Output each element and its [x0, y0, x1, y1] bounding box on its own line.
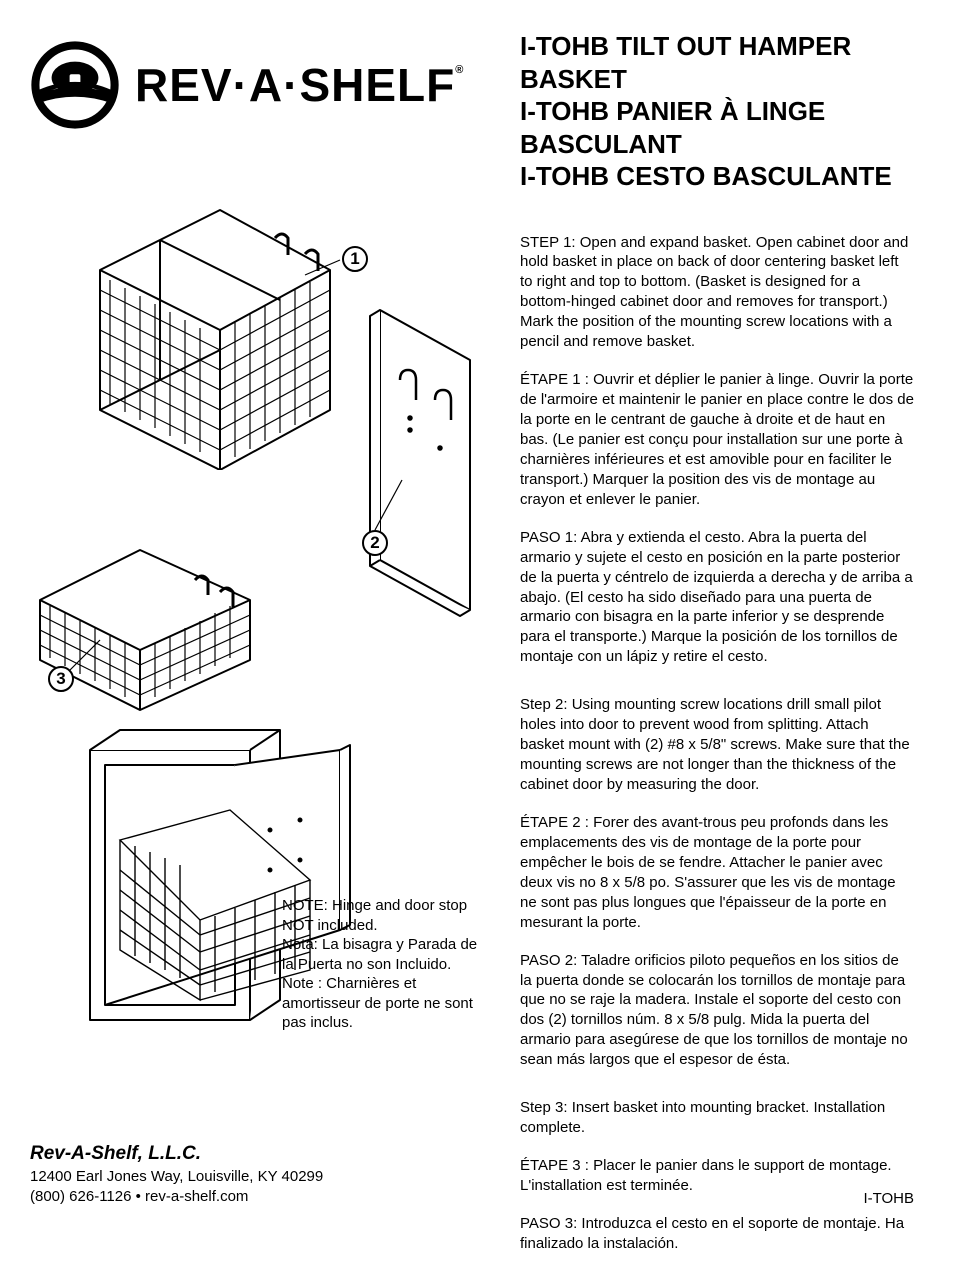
callout-1: 1	[342, 246, 368, 272]
brand-logo: REV·A·SHELF®	[30, 40, 490, 130]
step3-fr: ÉTAPE 3 : Placer le panier dans le suppo…	[520, 1156, 914, 1196]
logo-mark-icon	[30, 40, 120, 130]
step1-es: PASO 1: Abra y extienda el cesto. Abra l…	[520, 528, 914, 668]
company-name: Rev-A-Shelf, L.L.C.	[30, 1143, 323, 1165]
step3-en: Step 3: Insert basket into mounting brac…	[520, 1098, 914, 1138]
title-es: I-TOHB CESTO BASCULANTE	[520, 160, 914, 193]
title-fr: I-TOHB PANIER À LINGE BASCULANT	[520, 95, 914, 160]
step2-en: Step 2: Using mounting screw locations d…	[520, 695, 914, 795]
logo-wordmark: REV·A·SHELF®	[135, 58, 464, 112]
document-code: I-TOHB	[863, 1190, 914, 1207]
step2-es: PASO 2: Taladre orificios piloto pequeño…	[520, 951, 914, 1071]
step2-fr: ÉTAPE 2 : Forer des avant-trous peu prof…	[520, 813, 914, 933]
title-en: I-TOHB TILT OUT HAMPER BASKET	[520, 30, 914, 95]
note-fr: Note : Charnières et amortisseur de port…	[282, 974, 492, 1033]
brand-name: REV·A·SHELF	[135, 59, 455, 111]
step1-fr: ÉTAPE 1 : Ouvrir et déplier le panier à …	[520, 370, 914, 510]
diagram-area: 1 2 3 NOTE: Hinge and door stop NOT incl…	[30, 180, 490, 1050]
callout-2: 2	[362, 530, 388, 556]
step3-es: PASO 3: Introduzca el cesto en el soport…	[520, 1214, 914, 1254]
callout-3: 3	[48, 666, 74, 692]
step-1-group: STEP 1: Open and expand basket. Open cab…	[520, 233, 914, 668]
step-2-group: Step 2: Using mounting screw locations d…	[520, 695, 914, 1070]
company-contact: (800) 626-1126 • rev-a-shelf.com	[30, 1187, 323, 1207]
company-address: 12400 Earl Jones Way, Louisville, KY 402…	[30, 1167, 323, 1187]
doc-title-block: I-TOHB TILT OUT HAMPER BASKET I-TOHB PAN…	[520, 30, 914, 193]
note-en: NOTE: Hinge and door stop NOT included.	[282, 896, 492, 935]
hinge-note: NOTE: Hinge and door stop NOT included. …	[282, 896, 492, 1033]
step1-en: STEP 1: Open and expand basket. Open cab…	[520, 233, 914, 353]
registered-mark: ®	[455, 64, 464, 76]
note-es: Nota: La bisagra y Parada de la Puerta n…	[282, 935, 492, 974]
footer: Rev-A-Shelf, L.L.C. 12400 Earl Jones Way…	[30, 1143, 323, 1208]
step-3-group: Step 3: Insert basket into mounting brac…	[520, 1098, 914, 1254]
